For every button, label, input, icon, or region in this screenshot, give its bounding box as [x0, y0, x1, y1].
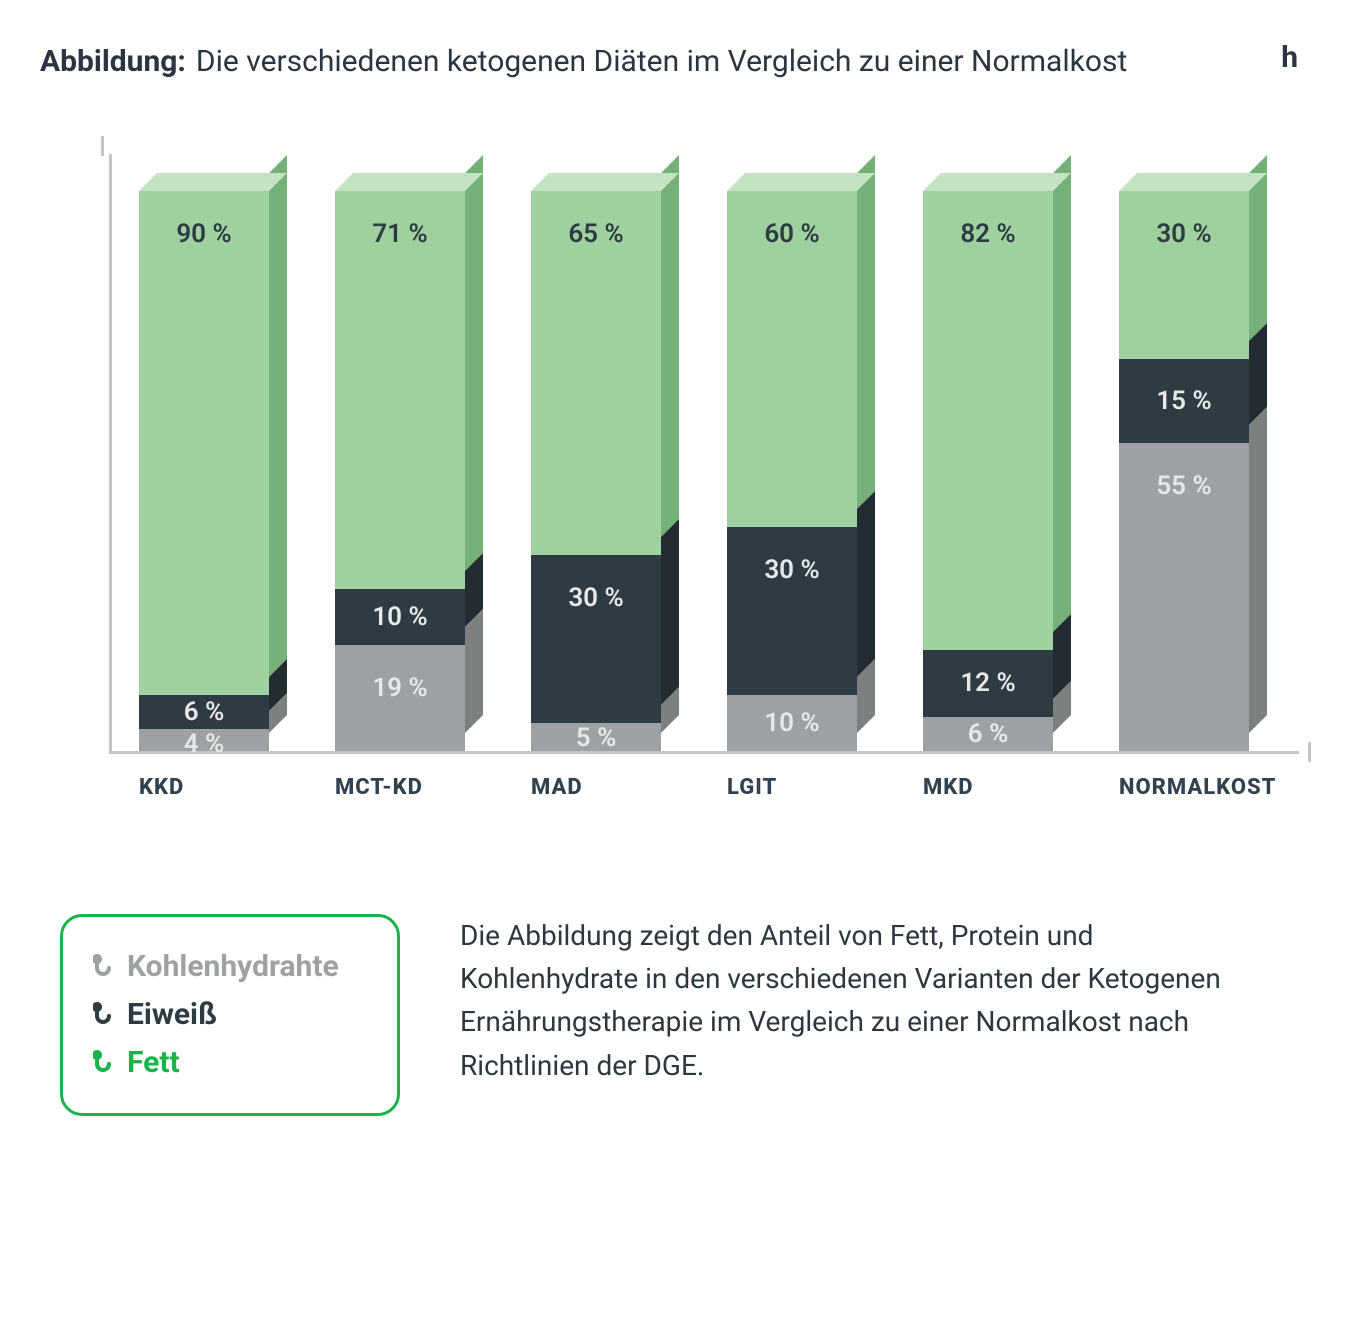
- segment-value-label: 55 %: [1119, 471, 1249, 501]
- bar-column: 82 %12 %6 %MKD: [923, 154, 1083, 751]
- y-axis: [109, 154, 112, 754]
- bar-segment-fett: 65 %: [531, 191, 661, 555]
- bar-segment-eiweiss: 30 %: [727, 527, 857, 695]
- title-text: Die verschiedenen ketogenen Diäten im Ve…: [196, 40, 1127, 84]
- segment-value-label: 15 %: [1119, 386, 1249, 416]
- bar-category-label: MAD: [531, 775, 583, 800]
- bar-column: 60 %30 %10 %LGIT: [727, 154, 887, 751]
- chart-title: Abbildung: Die verschiedenen ketogenen D…: [40, 40, 1318, 84]
- chart-caption: Die Abbildung zeigt den Anteil von Fett,…: [460, 914, 1240, 1116]
- bar-segment-eiweiss: 6 %: [139, 695, 269, 729]
- bar-segment-kohlenhydrate: 10 %: [727, 695, 857, 751]
- bar-category-label: MKD: [923, 775, 974, 800]
- bar-segment-eiweiss: 12 %: [923, 650, 1053, 717]
- stacked-bar-chart: 90 %6 %4 %KKD71 %10 %19 %MCT-KD65 %30 %5…: [49, 154, 1309, 794]
- segment-value-label: 90 %: [139, 219, 269, 249]
- bar-segment-kohlenhydrate: 5 %: [531, 723, 661, 751]
- bar-segment-eiweiss: 30 %: [531, 555, 661, 723]
- legend-and-caption: KohlenhydrahteEiweißFett Die Abbildung z…: [40, 914, 1318, 1116]
- segment-value-label: 10 %: [335, 602, 465, 632]
- bar-segment-kohlenhydrate: 19 %: [335, 645, 465, 751]
- bar-category-label: LGIT: [727, 775, 777, 800]
- legend-label: Fett: [127, 1039, 180, 1087]
- bar-category-label: Normalkost: [1119, 775, 1276, 800]
- bar-segment-fett: 30 %: [1119, 191, 1249, 359]
- bar-category-label: MCT-KD: [335, 775, 423, 800]
- segment-value-label: 65 %: [531, 219, 661, 249]
- legend-hook-icon: [93, 991, 113, 1039]
- segment-value-label: 4 %: [139, 729, 269, 759]
- bar-segment-fett: 90 %: [139, 191, 269, 695]
- segment-value-label: 10 %: [727, 708, 857, 738]
- segment-value-label: 5 %: [531, 723, 661, 753]
- bar-segment-fett: 82 %: [923, 191, 1053, 650]
- bars-container: 90 %6 %4 %KKD71 %10 %19 %MCT-KD65 %30 %5…: [139, 154, 1279, 751]
- segment-value-label: 6 %: [923, 719, 1053, 749]
- bar-category-label: KKD: [139, 775, 184, 800]
- corner-letter: h: [1281, 40, 1298, 75]
- bar-segment-eiweiss: 15 %: [1119, 359, 1249, 443]
- segment-value-label: 6 %: [139, 697, 269, 727]
- segment-value-label: 30 %: [531, 583, 661, 613]
- bar-segment-fett: 71 %: [335, 191, 465, 589]
- segment-value-label: 30 %: [727, 555, 857, 585]
- legend-box: KohlenhydrahteEiweißFett: [60, 914, 400, 1116]
- bar-segment-kohlenhydrate: 55 %: [1119, 443, 1249, 751]
- bar-column: 30 %15 %55 %Normalkost: [1119, 154, 1279, 751]
- x-axis-tick: [1308, 742, 1311, 762]
- bar-segment-kohlenhydrate: 4 %: [139, 729, 269, 751]
- bar-segment-eiweiss: 10 %: [335, 589, 465, 645]
- segment-value-label: 12 %: [923, 668, 1053, 698]
- legend-item: Fett: [93, 1039, 351, 1087]
- legend-item: Kohlenhydrahte: [93, 943, 351, 991]
- legend-hook-icon: [93, 943, 113, 991]
- legend-label: Eiweiß: [127, 991, 217, 1039]
- segment-value-label: 19 %: [335, 673, 465, 703]
- bar-segment-fett: 60 %: [727, 191, 857, 527]
- title-prefix: Abbildung:: [40, 40, 186, 84]
- legend-item: Eiweiß: [93, 991, 351, 1039]
- y-axis-tick: [101, 136, 104, 156]
- bar-column: 65 %30 %5 %MAD: [531, 154, 691, 751]
- x-axis: [109, 751, 1299, 754]
- segment-value-label: 60 %: [727, 219, 857, 249]
- segment-value-label: 71 %: [335, 219, 465, 249]
- segment-value-label: 30 %: [1119, 219, 1249, 249]
- legend-hook-icon: [93, 1039, 113, 1087]
- legend-label: Kohlenhydrahte: [127, 943, 339, 991]
- bar-segment-kohlenhydrate: 6 %: [923, 717, 1053, 751]
- segment-value-label: 82 %: [923, 219, 1053, 249]
- bar-column: 71 %10 %19 %MCT-KD: [335, 154, 495, 751]
- bar-column: 90 %6 %4 %KKD: [139, 154, 299, 751]
